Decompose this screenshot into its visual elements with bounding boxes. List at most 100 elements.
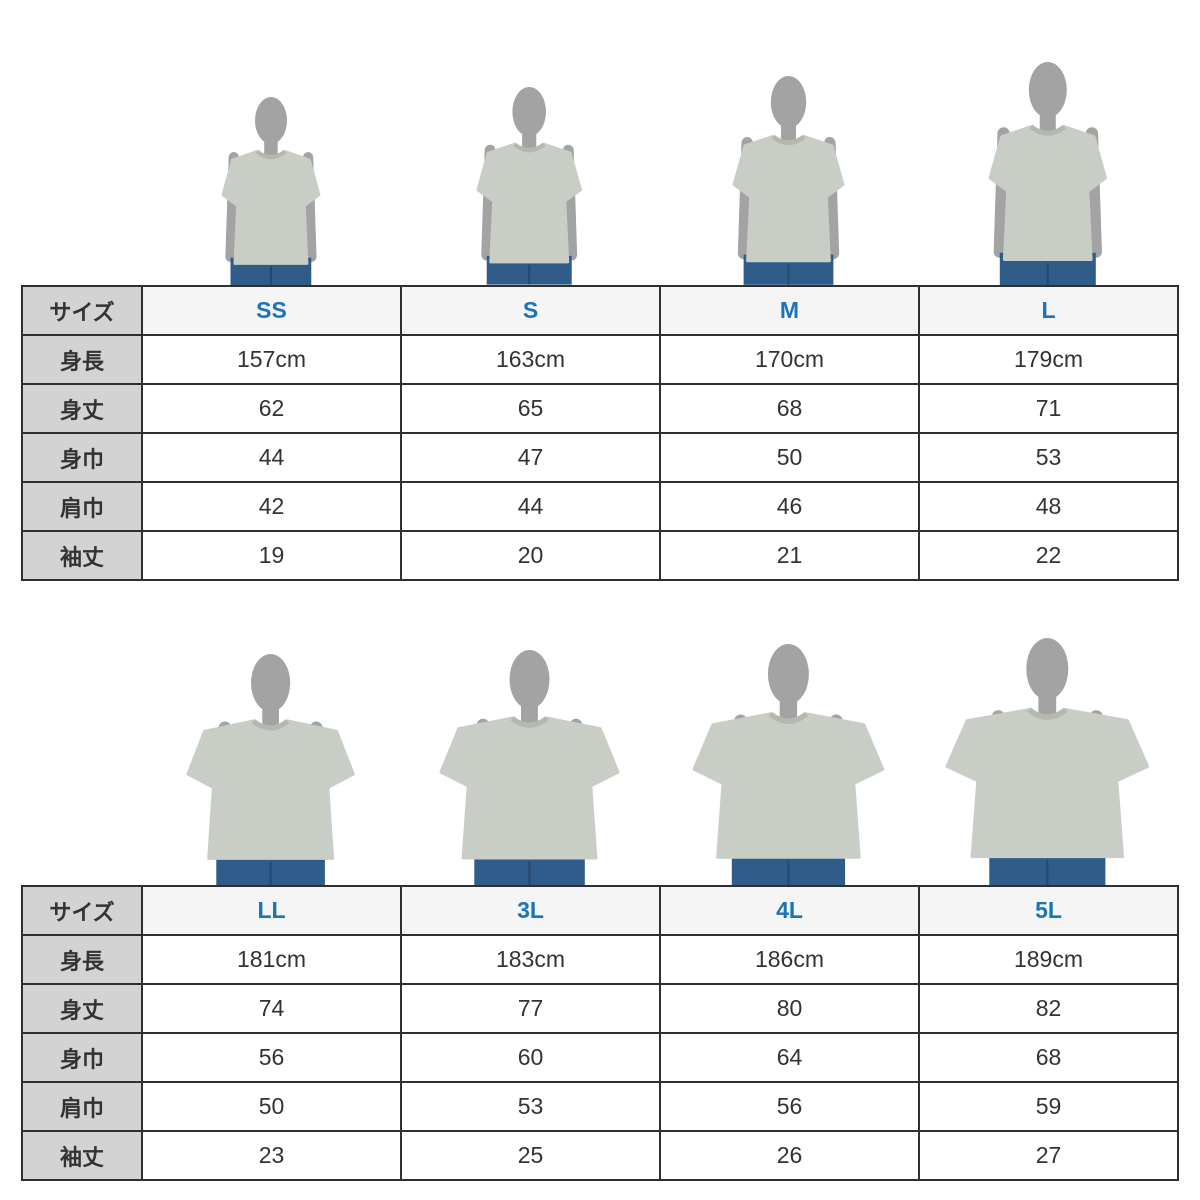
size-value-cell: 157cm xyxy=(141,334,402,385)
tshirt xyxy=(476,143,583,264)
size-value-cell: 25 xyxy=(400,1130,661,1181)
head-silhouette xyxy=(250,654,291,712)
models-row-small-sizes xyxy=(0,61,1200,285)
size-value-cell: 27 xyxy=(918,1130,1179,1181)
row-label-height: 身長 xyxy=(21,334,143,385)
tshirt xyxy=(186,719,355,860)
size-value-cell: 53 xyxy=(400,1081,661,1132)
tshirt xyxy=(988,125,1107,261)
size-value-cell: 170cm xyxy=(659,334,920,385)
head-silhouette xyxy=(512,87,547,137)
size-value-cell: 68 xyxy=(659,383,920,434)
tshirt-collar xyxy=(510,715,549,728)
size-value-cell: 189cm xyxy=(918,934,1179,985)
size-column-header-ss[interactable]: SS xyxy=(141,285,402,336)
size-value-cell: 26 xyxy=(659,1130,920,1181)
model-figure-ll xyxy=(186,654,355,885)
size-value-cell: 183cm xyxy=(400,934,661,985)
tshirt xyxy=(692,712,885,859)
size-value-cell: 60 xyxy=(400,1032,661,1083)
tshirt-collar xyxy=(255,149,286,160)
model-photo-s xyxy=(400,87,659,285)
size-value-cell: 53 xyxy=(918,432,1179,483)
size-value-cell: 74 xyxy=(141,983,402,1034)
model-photo-3l xyxy=(400,650,659,885)
size-value-cell: 42 xyxy=(141,481,402,532)
size-value-cell: 21 xyxy=(659,530,920,581)
size-column-header-ll[interactable]: LL xyxy=(141,885,402,936)
head-silhouette xyxy=(254,97,287,145)
size-value-cell: 71 xyxy=(918,383,1179,434)
row-label-body-length: 身丈 xyxy=(21,983,143,1034)
size-value-cell: 20 xyxy=(400,530,661,581)
size-value-cell: 59 xyxy=(918,1081,1179,1132)
size-value-cell: 48 xyxy=(918,481,1179,532)
tshirt-collar xyxy=(1027,707,1068,720)
tshirt xyxy=(221,150,320,265)
row-label-sleeve-length: 袖丈 xyxy=(21,1130,143,1181)
size-value-cell: 181cm xyxy=(141,934,402,985)
size-value-cell: 163cm xyxy=(400,334,661,385)
size-column-header-4l[interactable]: 4L xyxy=(659,885,920,936)
size-value-cell: 19 xyxy=(141,530,402,581)
size-column-header-5l[interactable]: 5L xyxy=(918,885,1179,936)
size-value-cell: 56 xyxy=(659,1081,920,1132)
model-photo-m xyxy=(659,76,918,285)
head-silhouette xyxy=(767,644,809,705)
row-label-body-width: 身巾 xyxy=(21,1032,143,1083)
row-label-sleeve-length: 袖丈 xyxy=(21,530,143,581)
size-value-cell: 64 xyxy=(659,1032,920,1083)
model-photo-5l xyxy=(918,638,1177,885)
size-value-cell: 47 xyxy=(400,432,661,483)
head-silhouette xyxy=(1026,638,1069,700)
model-figure-ss xyxy=(221,97,320,285)
size-chart-table-small-sizes: サイズ SS S M L 身長 157cm 163cm 170cm 179cm … xyxy=(21,285,1179,581)
tshirt-collar xyxy=(768,711,809,724)
size-value-cell: 50 xyxy=(141,1081,402,1132)
tshirt-collar xyxy=(1029,124,1066,136)
size-value-cell: 186cm xyxy=(659,934,920,985)
model-figure-5l xyxy=(945,638,1150,885)
model-figure-4l xyxy=(692,644,885,885)
row-label-size: サイズ xyxy=(21,885,143,936)
model-figure-l xyxy=(988,61,1107,285)
model-photo-l xyxy=(918,61,1177,285)
row-label-height: 身長 xyxy=(21,934,143,985)
size-value-cell: 22 xyxy=(918,530,1179,581)
tshirt xyxy=(945,708,1150,859)
row-label-shoulder-width: 肩巾 xyxy=(21,1081,143,1132)
size-value-cell: 46 xyxy=(659,481,920,532)
model-photo-ss xyxy=(141,97,400,285)
tshirt xyxy=(732,135,845,263)
size-value-cell: 65 xyxy=(400,383,661,434)
size-value-cell: 62 xyxy=(141,383,402,434)
size-column-header-l[interactable]: L xyxy=(918,285,1179,336)
tshirt-collar xyxy=(251,718,290,731)
head-silhouette xyxy=(509,650,550,709)
size-value-cell: 179cm xyxy=(918,334,1179,385)
size-value-cell: 50 xyxy=(659,432,920,483)
size-value-cell: 44 xyxy=(400,481,661,532)
row-label-body-length: 身丈 xyxy=(21,383,143,434)
size-value-cell: 23 xyxy=(141,1130,402,1181)
model-photo-ll xyxy=(141,654,400,885)
model-figure-m xyxy=(732,76,845,285)
size-value-cell: 82 xyxy=(918,983,1179,1034)
size-column-header-3l[interactable]: 3L xyxy=(400,885,661,936)
row-label-size: サイズ xyxy=(21,285,143,336)
tshirt-collar xyxy=(513,142,546,153)
head-silhouette xyxy=(1028,61,1067,118)
model-figure-3l xyxy=(439,650,620,885)
size-value-cell: 77 xyxy=(400,983,661,1034)
size-column-header-s[interactable]: S xyxy=(400,285,661,336)
size-column-header-m[interactable]: M xyxy=(659,285,920,336)
models-row-large-sizes xyxy=(0,638,1200,885)
model-figure-s xyxy=(476,87,583,285)
size-value-cell: 68 xyxy=(918,1032,1179,1083)
tshirt-collar xyxy=(771,134,806,146)
size-chart-table-large-sizes: サイズ LL 3L 4L 5L 身長 181cm 183cm 186cm 189… xyxy=(21,885,1179,1181)
head-silhouette xyxy=(770,76,807,129)
row-label-shoulder-width: 肩巾 xyxy=(21,481,143,532)
model-photo-4l xyxy=(659,644,918,885)
